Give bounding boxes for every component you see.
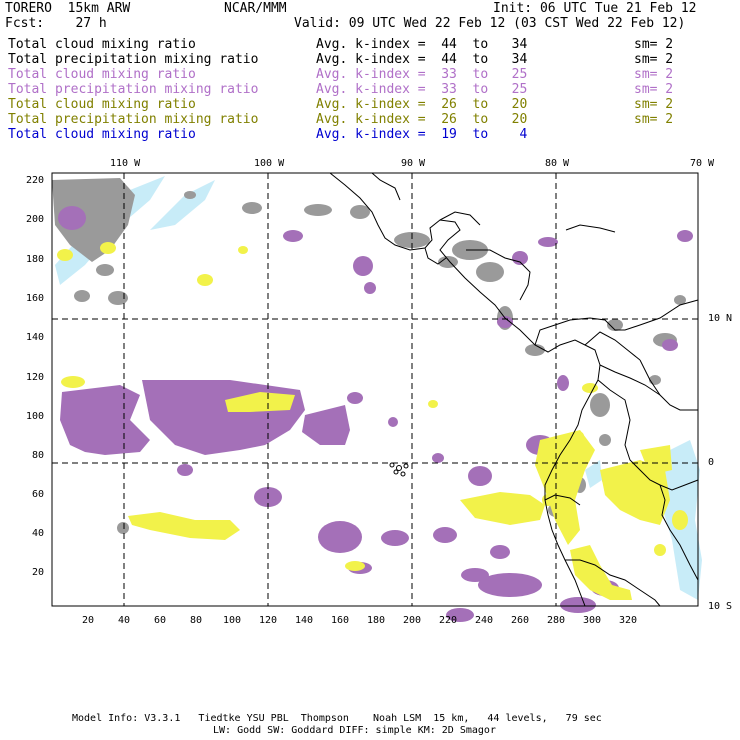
x-tick: 100	[223, 615, 242, 626]
x-tick: 300	[583, 615, 602, 626]
x-tick: 320	[619, 615, 638, 626]
x-tick: 140	[295, 615, 314, 626]
legend-smoothing: sm= 2	[634, 67, 674, 82]
valid-time: Valid: 09 UTC Wed 22 Feb 12 (03 CST Wed …	[294, 16, 686, 31]
lon-label: 110 W	[110, 158, 141, 169]
x-tick: 280	[547, 615, 566, 626]
legend-stat: Avg. k-index = 33 to 25	[316, 82, 528, 97]
lat-label: 10 S	[708, 601, 733, 612]
legend-stat: Avg. k-index = 44 to 34	[316, 52, 528, 67]
coastline	[329, 172, 699, 607]
legend-smoothing: sm= 2	[634, 82, 674, 97]
y-tick: 180	[26, 254, 45, 265]
legend-smoothing: sm= 2	[634, 97, 674, 112]
y-tick: 200	[26, 214, 45, 225]
lon-label: 70 W	[690, 158, 715, 169]
institution: NCAR/MMM	[224, 1, 287, 16]
forecast-hour: Fcst: 27 h	[5, 16, 107, 31]
lat-label: 0	[708, 457, 715, 468]
x-tick: 220	[439, 615, 458, 626]
lat-lon-grid	[52, 173, 698, 606]
legend-stat: Avg. k-index = 33 to 25	[316, 67, 528, 82]
lon-label: 80 W	[545, 158, 570, 169]
legend-field: Total cloud mixing ratio	[8, 67, 196, 82]
x-tick: 80	[190, 615, 203, 626]
legend-smoothing: sm= 2	[634, 112, 674, 127]
yellow-cloud-field	[57, 242, 688, 600]
x-tick: 160	[331, 615, 350, 626]
y-tick: 140	[26, 332, 45, 343]
y-tick: 160	[26, 293, 45, 304]
y-tick: 20	[32, 567, 45, 578]
lon-label: 100 W	[254, 158, 285, 169]
physics-info-line: LW: Godd SW: Goddard DIFF: simple KM: 2D…	[213, 725, 496, 736]
x-tick: 40	[118, 615, 131, 626]
y-tick: 120	[26, 372, 45, 383]
legend-field: Total precipitation mixing ratio	[8, 52, 259, 67]
y-tick: 40	[32, 528, 45, 539]
y-tick: 220	[26, 175, 45, 186]
y-tick: 80	[32, 450, 45, 461]
legend-smoothing: sm= 2	[634, 37, 674, 52]
init-time: Init: 06 UTC Tue 21 Feb 12	[493, 1, 697, 16]
x-tick: 240	[475, 615, 494, 626]
lon-label: 90 W	[401, 158, 426, 169]
legend-smoothing: sm= 2	[634, 52, 674, 67]
x-tick: 260	[511, 615, 530, 626]
legend-field: Total cloud mixing ratio	[8, 127, 196, 142]
x-tick: 180	[367, 615, 386, 626]
legend-stat: Avg. k-index = 26 to 20	[316, 112, 528, 127]
model-info-line: Model Info: V3.3.1 Tiedtke YSU PBL Thomp…	[72, 713, 602, 724]
map-frame	[51, 172, 699, 607]
x-tick: 120	[259, 615, 278, 626]
y-tick: 100	[26, 411, 45, 422]
legend-stat: Avg. k-index = 19 to 4	[316, 127, 528, 142]
model-name: TORERO 15km ARW	[5, 1, 131, 16]
x-tick: 200	[403, 615, 422, 626]
galapagos-islands	[389, 462, 409, 477]
lat-label: 10 N	[708, 313, 733, 324]
legend-stat: Avg. k-index = 44 to 34	[316, 37, 528, 52]
x-tick: 20	[82, 615, 95, 626]
legend-field: Total cloud mixing ratio	[8, 97, 196, 112]
x-tick: 60	[154, 615, 167, 626]
legend-field: Total precipitation mixing ratio	[8, 112, 259, 127]
legend-field: Total precipitation mixing ratio	[8, 82, 259, 97]
y-tick: 60	[32, 489, 45, 500]
legend-stat: Avg. k-index = 26 to 20	[316, 97, 528, 112]
legend-field: Total cloud mixing ratio	[8, 37, 196, 52]
